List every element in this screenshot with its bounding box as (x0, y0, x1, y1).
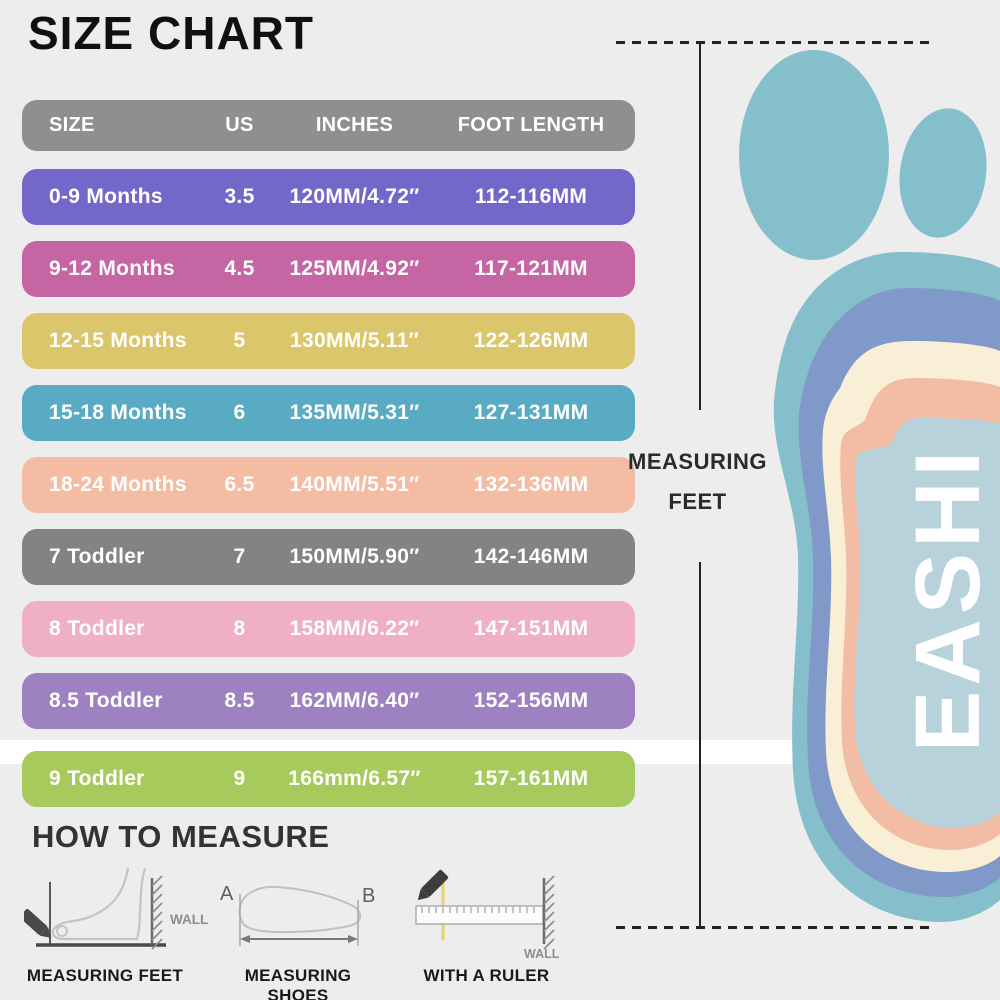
size-table: SIZE US INCHES FOOT LENGTH 0-9 Months 3.5… (22, 100, 635, 807)
table-row: 18-24 Months 6.5 140MM/5.51″ 132-136MM (22, 457, 635, 513)
wall-hatching (151, 875, 163, 950)
brand-vertical-text: EASHI (897, 445, 999, 753)
measure-guides (239, 894, 359, 946)
wall-hatching (543, 875, 555, 950)
big-toe-shape (739, 50, 889, 260)
with-a-ruler-diagram: WALL (415, 869, 560, 961)
table-row: 8 Toddler 8 158MM/6.22″ 147-151MM (22, 601, 635, 657)
arrowhead-right (348, 935, 358, 943)
shoe-sole-sketch (238, 885, 362, 934)
col-header-foot-length: FOOT LENGTH (457, 114, 605, 136)
measuring-feet-label-line2: FEET (668, 489, 727, 514)
table-header: SIZE US INCHES FOOT LENGTH (22, 100, 635, 151)
table-cell: 0-9 Months (49, 185, 163, 208)
table-cell: 158MM/6.22″ (289, 617, 420, 640)
arrowhead-left (240, 935, 250, 943)
foot-inner (854, 418, 1000, 828)
table-row: 7 Toddler 7 150MM/5.90″ 142-146MM (22, 529, 635, 585)
table-row: 9-12 Months 4.5 125MM/4.92″ 117-121MM (22, 241, 635, 297)
pencil-icon (24, 908, 52, 939)
table-cell: 3.5 (224, 185, 255, 208)
how-to-measure-title: HOW TO MEASURE (32, 819, 330, 854)
table-cell: 7 Toddler (49, 545, 145, 568)
table-cell: 140MM/5.51″ (289, 473, 420, 496)
table-cell: 135MM/5.31″ (289, 401, 420, 424)
col-header-inches: INCHES (315, 114, 394, 136)
table-row: 12-15 Months 5 130MM/5.11″ 122-126MM (22, 313, 635, 369)
table-row: 0-9 Months 3.5 120MM/4.72″ 112-116MM (22, 169, 635, 225)
table-cell: 8 Toddler (49, 617, 145, 640)
table-cell: 4.5 (224, 257, 255, 280)
table-cell: 9-12 Months (49, 257, 175, 280)
table-cell: 142-146MM (473, 545, 589, 568)
small-toe-shape (899, 108, 987, 238)
point-b-label: B (362, 885, 375, 907)
table-row: 15-18 Months 6 135MM/5.31″ 127-131MM (22, 385, 635, 441)
ruler (415, 905, 544, 925)
measuring-shoes-diagram: A B (220, 883, 375, 946)
vertical-guide-upper (699, 44, 701, 410)
point-a-label: A (220, 883, 234, 905)
vertical-guide-lower (699, 562, 701, 926)
col-header-size: SIZE (49, 114, 95, 136)
table-cell: 8.5 Toddler (49, 689, 163, 712)
table-cell: 117-121MM (474, 257, 588, 280)
table-cell: 18-24 Months (49, 473, 187, 496)
measuring-feet-diagram: WALL (24, 867, 208, 950)
toe-sketch (56, 925, 68, 937)
table-cell: 8.5 (224, 689, 255, 712)
table-cell: 125MM/4.92″ (289, 257, 420, 280)
dashed-guide-top (616, 41, 930, 44)
table-cell: 120MM/4.72″ (289, 185, 420, 208)
caption-measuring-feet: MEASURING FEET (26, 966, 184, 985)
measuring-feet-label: MEASURING FEET (620, 449, 775, 515)
table-cell: 6 (233, 401, 246, 424)
table-row: 9 Toddler 9 166mm/6.57″ 157-161MM (22, 751, 635, 807)
table-rows: 0-9 Months 3.5 120MM/4.72″ 112-116MM 9-12 Mo… (22, 169, 635, 807)
table-cell: 130MM/5.11″ (290, 329, 419, 352)
wall-label: WALL (170, 912, 208, 927)
table-cell: 166mm/6.57″ (288, 767, 421, 790)
table-cell: 6.5 (224, 473, 255, 496)
table-cell: 127-131MM (473, 401, 589, 424)
page-title: SIZE CHART (28, 7, 314, 59)
table-cell: 12-15 Months (49, 329, 187, 352)
pencil-icon (417, 869, 449, 901)
table-cell: 7 (233, 545, 246, 568)
table-cell: 5 (233, 329, 246, 352)
dashed-guide-bottom (616, 926, 930, 929)
table-cell: 112-116MM (474, 185, 588, 208)
foot-sketch (51, 867, 147, 941)
col-header-us: US (225, 114, 254, 136)
table-cell: 132-136MM (473, 473, 589, 496)
table-row: 8.5 Toddler 8.5 162MM/6.40″ 152-156MM (22, 673, 635, 729)
table-cell: 9 (233, 767, 246, 790)
table-cell: 122-126MM (473, 329, 589, 352)
table-cell: 162MM/6.40″ (289, 689, 420, 712)
table-cell: 150MM/5.90″ (289, 545, 420, 568)
caption-with-a-ruler: WITH A RULER (423, 966, 550, 985)
table-cell: 152-156MM (473, 689, 589, 712)
table-cell: 9 Toddler (49, 767, 145, 790)
ruler-ticks (421, 907, 535, 913)
table-cell: 157-161MM (473, 767, 589, 790)
measuring-feet-label-line1: MEASURING (628, 449, 767, 474)
table-cell: 8 (233, 617, 246, 640)
foot-illustration (739, 50, 1000, 922)
table-cell: 147-151MM (473, 617, 589, 640)
caption-measuring-shoes: MEASURING SHOES (244, 966, 352, 1000)
wall-label: WALL (524, 947, 560, 961)
table-cell: 15-18 Months (49, 401, 187, 424)
